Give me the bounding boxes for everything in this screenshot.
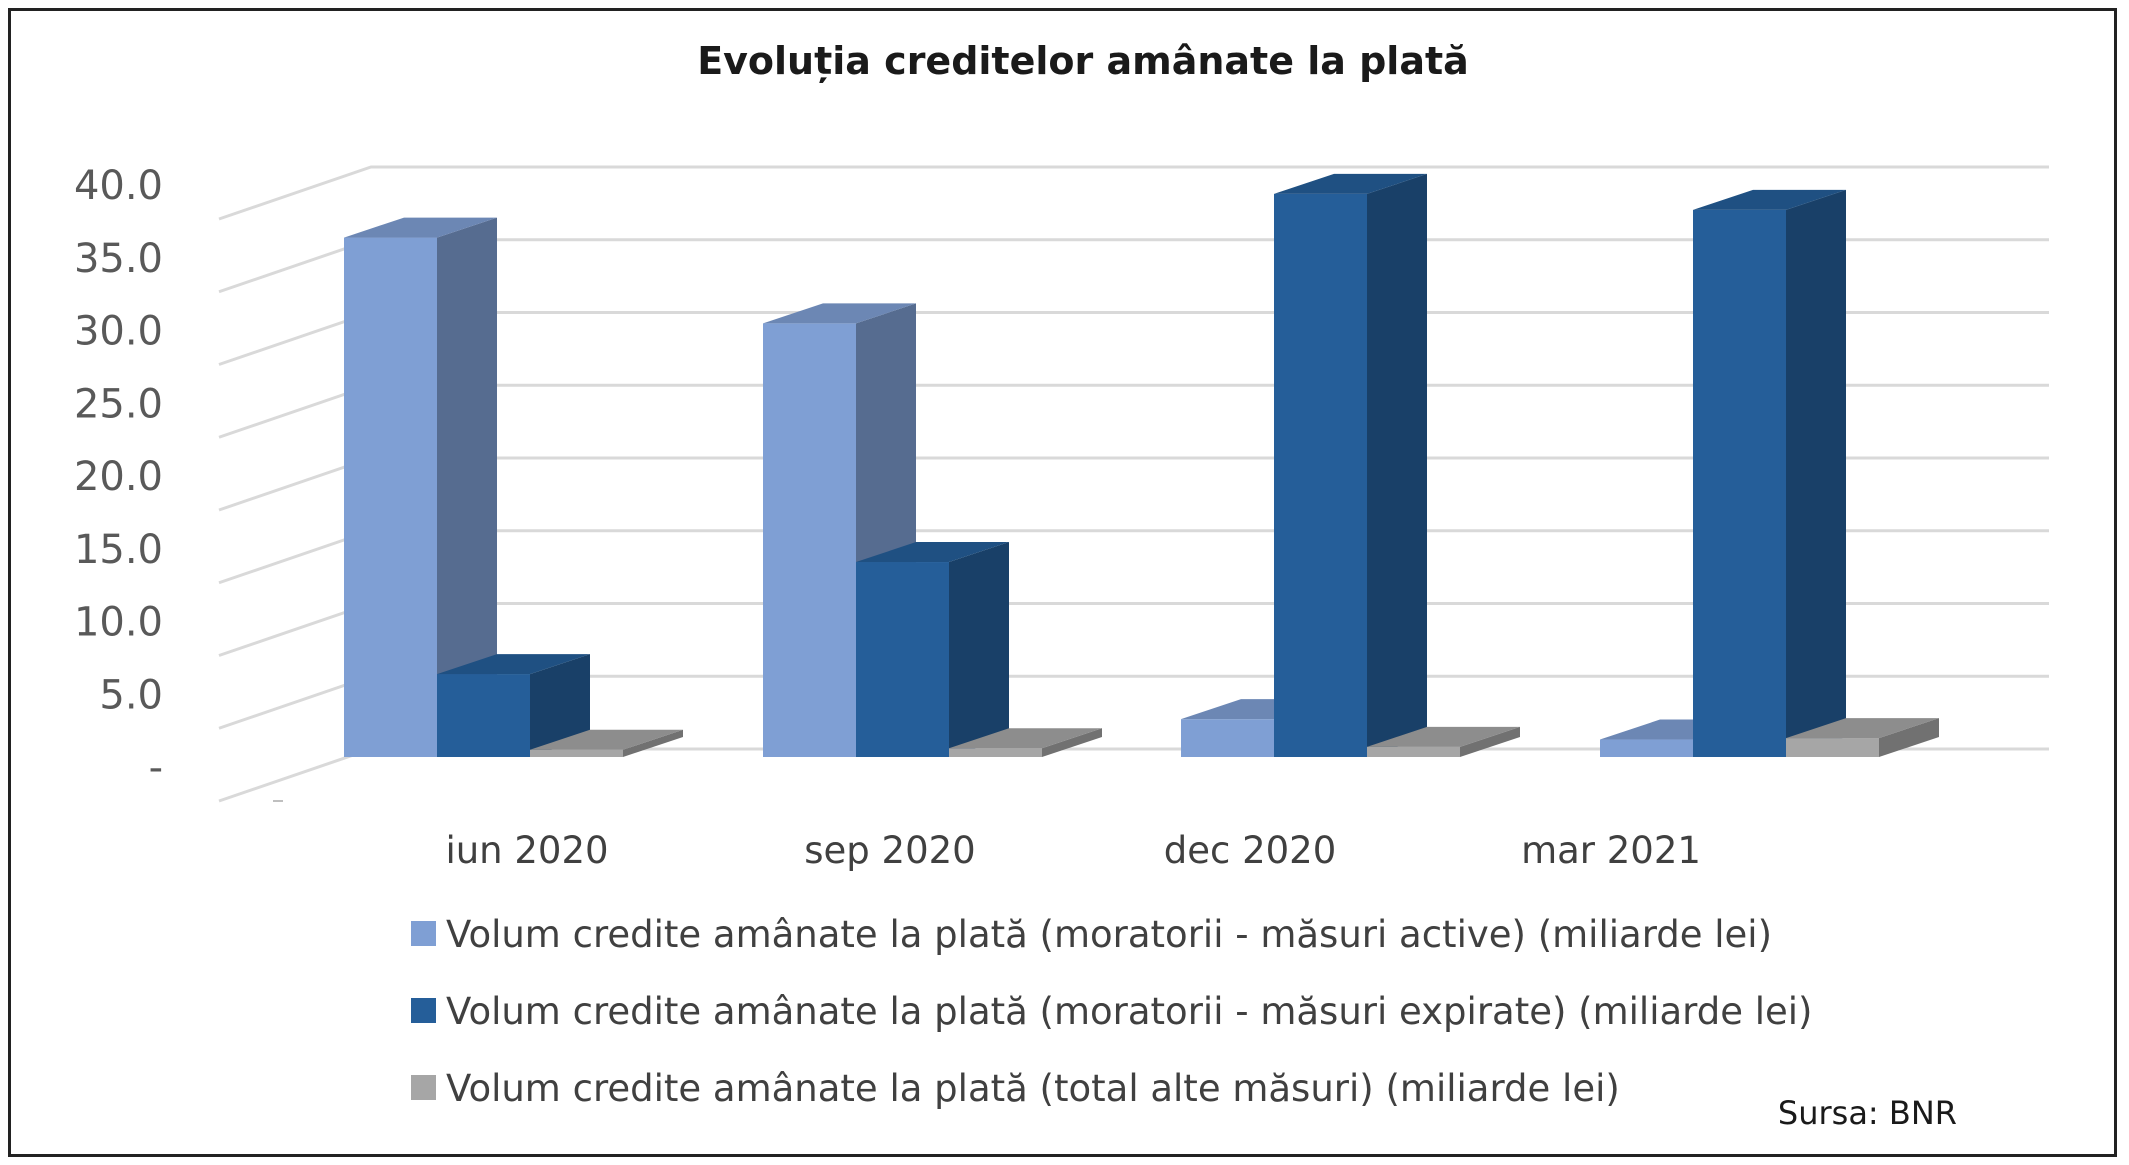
x-tick-label: sep 2020 (804, 829, 975, 872)
y-axis: - 5.0 10.0 15.0 20.0 25.0 30.0 35.0 40.0 (74, 163, 163, 791)
bar (344, 217, 497, 757)
bar-front (1181, 719, 1274, 757)
bar (530, 729, 683, 757)
bar-front (437, 674, 530, 757)
bar (856, 542, 1009, 757)
bar (1367, 726, 1520, 757)
y-tick-label: 25.0 (74, 381, 163, 427)
bar-top (949, 728, 1102, 749)
x-tick-label: dec 2020 (1164, 829, 1337, 872)
bar-top (437, 654, 590, 675)
bar-top (763, 303, 916, 324)
x-tick-label: mar 2021 (1521, 829, 1701, 872)
bar-front (1693, 209, 1786, 758)
x-axis: iun 2020 sep 2020 dec 2020 mar 2021 (445, 829, 1700, 872)
bar-front (530, 749, 623, 757)
bar-front (1274, 193, 1367, 758)
chart: - 5.0 10.0 15.0 20.0 25.0 30.0 35.0 40.0 iun 202… (74, 39, 2049, 1132)
bar-top (1693, 189, 1846, 210)
bar-front (949, 748, 1042, 757)
chart-frame: - 5.0 10.0 15.0 20.0 25.0 30.0 35.0 40.0 iun 202… (8, 8, 2117, 1157)
bar (763, 303, 916, 757)
y-tick-label: - (149, 745, 163, 791)
y-tick-label: 15.0 (74, 527, 163, 573)
bar-side (437, 217, 497, 757)
bar-side (949, 542, 1009, 757)
legend-swatch (411, 1075, 436, 1100)
bar (1274, 173, 1427, 758)
bar-side (1367, 173, 1427, 758)
legend-item: Volum credite amânate la plată (moratori… (411, 913, 1772, 956)
bar-top (344, 217, 497, 238)
bar-side (1042, 728, 1102, 757)
bar-front (856, 562, 949, 757)
bar-side (1460, 726, 1520, 757)
bar-front (1786, 738, 1879, 757)
y-tick-label: 30.0 (74, 309, 163, 355)
bar-side (1786, 189, 1846, 758)
bar (1693, 189, 1846, 758)
legend-item: Volum credite amânate la plată (total al… (411, 1067, 1620, 1110)
chart-title: Evoluția creditelor amânate la plată (697, 39, 1469, 83)
bar-front (763, 323, 856, 757)
bar (1786, 718, 1939, 757)
bar-top (856, 542, 1009, 563)
legend-label: Volum credite amânate la plată (total al… (446, 1067, 1620, 1110)
bar-top (530, 729, 683, 750)
bars (344, 173, 1939, 758)
x-tick-label: iun 2020 (445, 829, 608, 872)
bar-front (1367, 746, 1460, 757)
bar-side (1879, 718, 1939, 757)
y-tick-label: 35.0 (74, 236, 163, 282)
bar-top (1786, 718, 1939, 739)
gridline (218, 165, 2049, 221)
bar-side (530, 654, 590, 757)
legend-item: Volum credite amânate la plată (moratori… (411, 990, 1813, 1033)
legend-label: Volum credite amânate la plată (moratori… (446, 913, 1772, 956)
y-tick-label: 20.0 (74, 454, 163, 500)
bar-top (1367, 726, 1520, 747)
legend-swatch (411, 998, 436, 1023)
bar-front (344, 237, 437, 757)
y-tick-label: 10.0 (74, 600, 163, 646)
legend-swatch (411, 921, 436, 946)
bar-top (1274, 173, 1427, 194)
y-tick-label: 40.0 (74, 163, 163, 209)
bar (437, 654, 590, 757)
bar-side (623, 729, 683, 757)
legend: Volum credite amânate la plată (moratori… (411, 913, 1813, 1110)
bar (949, 728, 1102, 757)
legend-label: Volum credite amânate la plată (moratori… (446, 990, 1813, 1033)
source-note: Sursa: BNR (1778, 1094, 1957, 1132)
y-tick-label: 5.0 (99, 672, 163, 718)
bar-front (1600, 739, 1693, 757)
